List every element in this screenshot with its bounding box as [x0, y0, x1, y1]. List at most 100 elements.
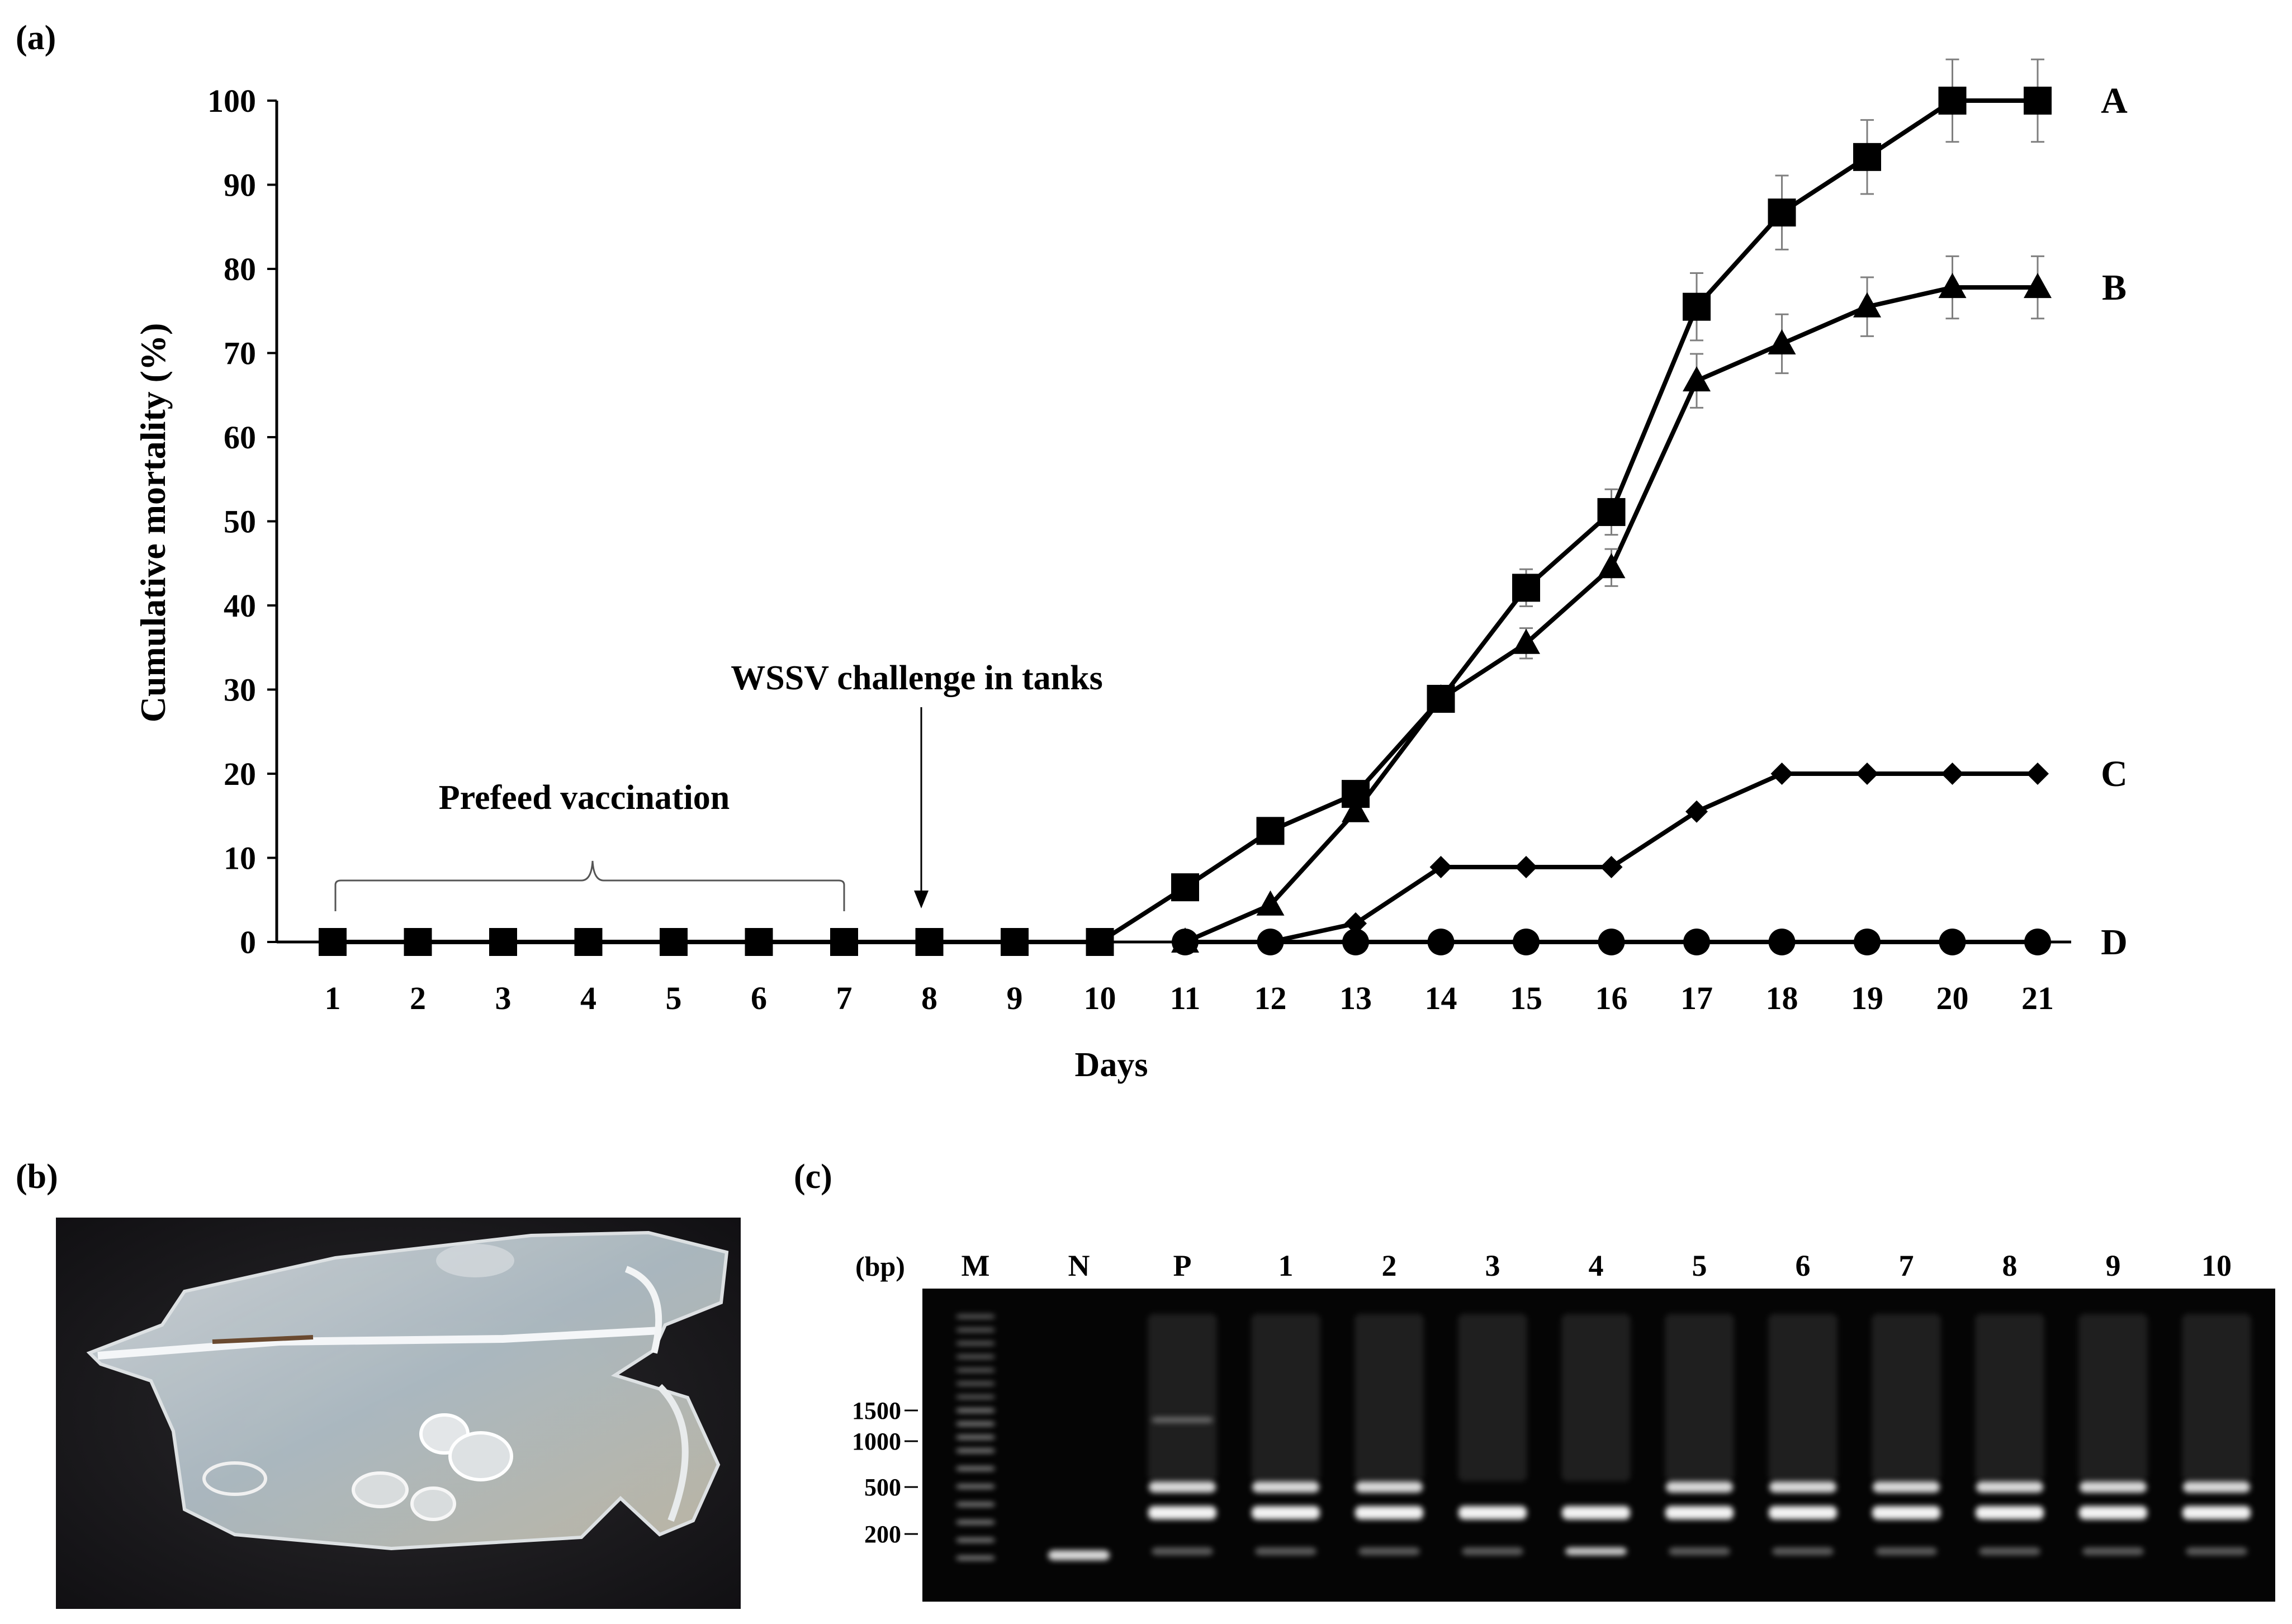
- gel-smear: [1148, 1314, 1217, 1481]
- data-point-B: [2024, 273, 2052, 299]
- gel-band: [1665, 1506, 1734, 1519]
- series-label-D: D: [2101, 922, 2128, 963]
- gel-band: [956, 1484, 995, 1489]
- y-ticks: 0 10 20 30 40 50 60 70 80 90 100: [207, 83, 277, 960]
- data-point-D: [1427, 929, 1455, 955]
- y-tick-label: 30: [224, 672, 256, 708]
- gel-smear: [1665, 1314, 1734, 1481]
- data-point-A: [1256, 817, 1285, 845]
- gel-band: [1458, 1506, 1527, 1519]
- data-point-A: [1171, 873, 1199, 902]
- data-point-A: [915, 928, 944, 956]
- gel-band: [956, 1538, 995, 1542]
- data-point-B: [1256, 890, 1285, 916]
- gel-band: [1976, 1506, 2044, 1519]
- gel-band: [1976, 1481, 2043, 1493]
- data-point-A: [1853, 143, 1881, 171]
- gel-smear: [2182, 1314, 2251, 1481]
- data-point-B: [1597, 553, 1626, 579]
- gel-band: [1872, 1506, 1940, 1519]
- gel-band: [956, 1381, 995, 1386]
- lesion-spot: [436, 1244, 514, 1277]
- data-point-C: [1515, 856, 1537, 879]
- data-point-A: [1427, 685, 1455, 713]
- gel-band: [2183, 1481, 2250, 1493]
- x-tick-label: 4: [580, 980, 596, 1016]
- series-line-C: [1270, 771, 2038, 944]
- gel-band: [1979, 1547, 2040, 1555]
- gel-band: [1355, 1506, 1423, 1519]
- x-ticks: 1 2 3 4 5 6 7 8 9 10 11 12 13 14 15 16 17 18 19 20 21: [325, 942, 2054, 1016]
- gel-band: [1252, 1506, 1320, 1519]
- y-tick-label: 90: [224, 167, 256, 203]
- shell-body: [86, 1230, 729, 1551]
- gel-band: [1252, 1481, 1319, 1493]
- gel-band: [956, 1408, 995, 1413]
- x-tick-label: 20: [1936, 980, 1969, 1016]
- data-point-C: [1600, 856, 1623, 879]
- gel-lane-label: M: [962, 1249, 990, 1282]
- lesion-spot: [202, 1461, 267, 1496]
- gel-smear: [1872, 1314, 1941, 1481]
- challenge-label: WSSV challenge in tanks: [731, 659, 1103, 697]
- data-point-D: [1683, 929, 1710, 955]
- series-group: [319, 58, 2052, 956]
- gel-band: [1152, 1417, 1213, 1423]
- data-point-C: [1344, 912, 1367, 935]
- gel-lane-label: 9: [2106, 1249, 2121, 1282]
- data-point-A: [1683, 292, 1711, 321]
- data-point-B: [1171, 927, 1199, 953]
- y-tick-label: 60: [224, 419, 256, 456]
- gel-band: [956, 1448, 995, 1453]
- x-tick-label: 21: [2021, 980, 2054, 1016]
- y-tick-label: 0: [240, 924, 256, 960]
- gel-band: [956, 1435, 995, 1440]
- shell-ridge: [97, 1327, 660, 1360]
- series-line-B: [1184, 285, 2038, 944]
- gel-smear: [1251, 1314, 1320, 1481]
- gel-band: [956, 1422, 995, 1426]
- data-point-B: [1683, 366, 1711, 392]
- gel-band: [1148, 1506, 1216, 1519]
- data-point-D: [2024, 929, 2051, 955]
- data-point-A: [660, 928, 688, 956]
- gel-band: [956, 1328, 995, 1332]
- data-point-B: [1853, 292, 1881, 318]
- gel-smear: [1458, 1314, 1527, 1481]
- x-tick-label: 14: [1425, 980, 1457, 1016]
- y-tick-label: 10: [224, 840, 256, 877]
- gel-band: [956, 1395, 995, 1399]
- series-label-B: B: [2102, 267, 2127, 308]
- data-point-C: [1259, 931, 1282, 953]
- data-point-A: [574, 928, 603, 956]
- gel-unit-label: (bp): [855, 1251, 905, 1282]
- gel-band: [1048, 1550, 1110, 1560]
- gel-band: [1356, 1481, 1423, 1493]
- y-tick-label: 70: [224, 335, 256, 372]
- x-tick-label: 10: [1084, 980, 1116, 1016]
- shell-stain: [212, 1335, 314, 1344]
- x-tick-label: 11: [1170, 980, 1201, 1016]
- gel-smear: [1561, 1314, 1631, 1481]
- data-point-A: [1001, 928, 1029, 956]
- gel-band: [956, 1314, 995, 1319]
- data-point-D: [1939, 929, 1966, 955]
- gel-band: [956, 1368, 995, 1372]
- gel-size-label: 1000: [852, 1428, 901, 1455]
- data-point-D: [1598, 929, 1625, 955]
- gel-band: [1873, 1481, 1940, 1493]
- gel-bands: [956, 1314, 2251, 1560]
- y-tick-label: 20: [224, 756, 256, 792]
- x-tick-label: 1: [325, 980, 341, 1016]
- lesion-spot: [352, 1471, 409, 1508]
- data-point-A: [1938, 87, 1967, 115]
- data-point-A: [1768, 198, 1796, 227]
- data-point-A: [745, 928, 773, 956]
- panel-label-a: (a): [16, 19, 56, 57]
- gel-band: [2080, 1481, 2147, 1493]
- gel-lane-label: 6: [1796, 1249, 1811, 1282]
- gel-size-label: 1500: [852, 1397, 901, 1424]
- gel-band: [956, 1520, 995, 1524]
- data-point-A: [830, 928, 858, 956]
